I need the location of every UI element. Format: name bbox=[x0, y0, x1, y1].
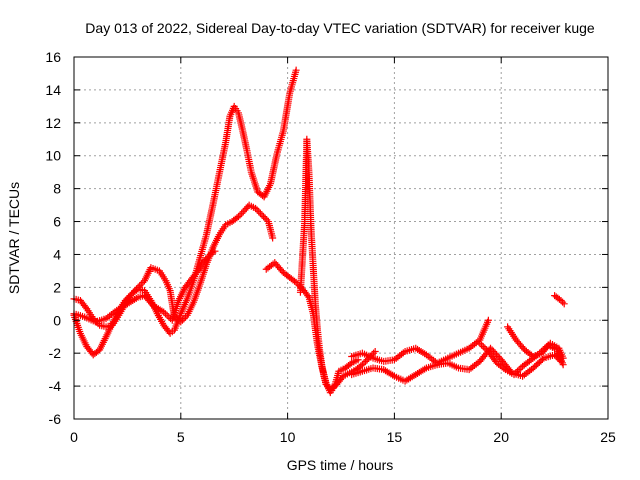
data-point bbox=[484, 316, 492, 324]
data-point-fill bbox=[126, 292, 134, 300]
data-point-fill bbox=[182, 313, 190, 321]
data-point-fill bbox=[161, 310, 169, 318]
data-point-fill bbox=[260, 213, 268, 221]
data-point bbox=[476, 339, 484, 347]
data-point-fill bbox=[481, 344, 489, 352]
y-tick-label: 14 bbox=[45, 82, 61, 98]
data-point-fill bbox=[515, 366, 523, 374]
data-point-fill bbox=[131, 287, 139, 295]
data-point-fill bbox=[500, 364, 508, 372]
data-point bbox=[358, 361, 366, 369]
data-points bbox=[70, 66, 568, 397]
data-point bbox=[371, 348, 379, 356]
series-track-j bbox=[551, 292, 568, 308]
data-point-fill bbox=[132, 285, 140, 293]
x-axis-label: GPS time / hours bbox=[287, 457, 394, 473]
data-point-fill bbox=[139, 278, 147, 286]
data-point bbox=[557, 297, 565, 305]
data-point-fill bbox=[519, 344, 527, 352]
y-tick-label: 12 bbox=[45, 115, 61, 131]
series-track-e bbox=[296, 135, 379, 393]
data-point-fill bbox=[517, 364, 525, 372]
data-point bbox=[128, 290, 136, 298]
data-point bbox=[559, 361, 567, 369]
data-point-fill bbox=[255, 208, 263, 216]
data-point bbox=[211, 247, 219, 255]
data-point-fill bbox=[193, 269, 201, 277]
y-tick-label: 2 bbox=[53, 279, 61, 295]
x-tick-label: 20 bbox=[493, 429, 509, 445]
grid-lines bbox=[74, 57, 608, 419]
x-tick-label: 0 bbox=[70, 429, 78, 445]
x-tick-label: 5 bbox=[177, 429, 185, 445]
data-point-fill bbox=[238, 209, 246, 217]
data-point bbox=[234, 213, 242, 221]
data-point bbox=[258, 211, 266, 219]
x-tick-label: 25 bbox=[600, 429, 616, 445]
data-point-fill bbox=[512, 369, 520, 377]
data-point-fill bbox=[479, 343, 487, 351]
y-tick-label: 4 bbox=[53, 246, 61, 262]
data-point-fill bbox=[478, 341, 486, 349]
data-point-fill bbox=[137, 280, 145, 288]
y-tick-label: 16 bbox=[45, 49, 61, 65]
data-point-fill bbox=[513, 367, 521, 375]
x-tick-label: 15 bbox=[387, 429, 403, 445]
data-point-fill bbox=[263, 216, 271, 224]
data-point-fill bbox=[163, 311, 171, 319]
data-point-fill bbox=[203, 254, 211, 262]
data-point-fill bbox=[494, 352, 502, 360]
x-tick-label: 10 bbox=[280, 429, 296, 445]
y-tick-label: 10 bbox=[45, 148, 61, 164]
series-track-b bbox=[70, 201, 277, 359]
data-point-fill bbox=[236, 211, 244, 219]
y-tick-label: 8 bbox=[53, 181, 61, 197]
y-tick-label: 6 bbox=[53, 214, 61, 230]
data-point-fill bbox=[253, 206, 261, 214]
data-point bbox=[252, 204, 260, 212]
data-point-fill bbox=[559, 298, 567, 306]
y-tick-label: 0 bbox=[53, 312, 61, 328]
data-point-fill bbox=[261, 214, 269, 222]
data-point-fill bbox=[346, 360, 354, 368]
data-point-fill bbox=[178, 316, 186, 324]
y-tick-label: -4 bbox=[49, 378, 62, 394]
data-point-fill bbox=[136, 282, 144, 290]
data-point-fill bbox=[165, 313, 173, 321]
plot-frame bbox=[73, 56, 609, 420]
data-point bbox=[560, 300, 568, 308]
data-point bbox=[551, 351, 559, 359]
data-point-fill bbox=[360, 359, 368, 367]
data-point-fill bbox=[129, 288, 137, 296]
data-point-fill bbox=[362, 357, 370, 365]
data-point bbox=[134, 283, 142, 291]
y-axis-ticks: -6 -4 -2 0 2 4 6 8 10 12 14 16 bbox=[45, 49, 608, 427]
data-point-fill bbox=[239, 208, 247, 216]
y-tick-label: -6 bbox=[49, 411, 62, 427]
series-track-i bbox=[504, 323, 567, 362]
series-track-a bbox=[70, 66, 300, 337]
chart-title: Day 013 of 2022, Sidereal Day-to-day VTE… bbox=[85, 20, 595, 36]
data-point-fill bbox=[180, 315, 188, 323]
data-point bbox=[160, 308, 168, 316]
data-point-fill bbox=[538, 356, 546, 364]
data-point-fill bbox=[124, 293, 132, 301]
data-point bbox=[510, 371, 518, 379]
series-track-f bbox=[348, 316, 492, 367]
series-track-c bbox=[70, 247, 219, 326]
y-tick-label: -2 bbox=[49, 345, 62, 361]
data-point bbox=[177, 318, 185, 326]
data-point-fill bbox=[82, 303, 90, 311]
x-axis-ticks: 0 5 10 15 20 25 bbox=[70, 57, 616, 445]
data-point-fill bbox=[304, 292, 312, 300]
data-point-fill bbox=[256, 209, 264, 217]
data-point bbox=[559, 354, 567, 362]
y-axis-label: SDTVAR / TECUs bbox=[6, 182, 22, 294]
data-point bbox=[292, 66, 300, 74]
data-point bbox=[269, 234, 277, 242]
